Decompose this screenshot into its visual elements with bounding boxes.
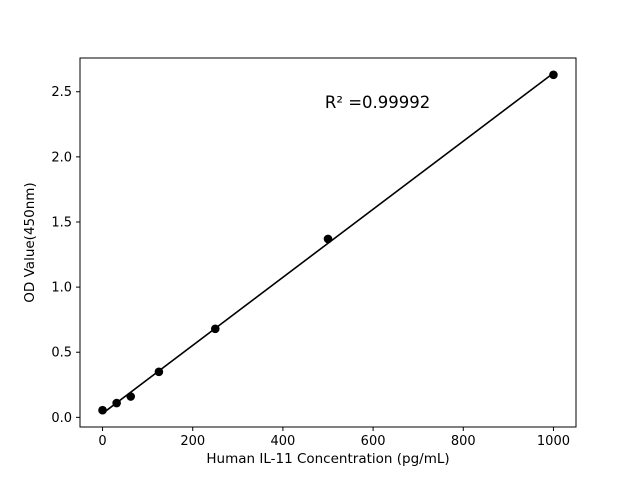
x-axis-label: Human IL-11 Concentration (pg/mL) [206,451,449,467]
y-tick-label: 0.5 [51,346,72,361]
x-tick-label: 1000 [537,434,570,449]
axes-frame [79,57,577,428]
data-point [112,398,121,408]
y-tick-label: 2.0 [51,150,72,165]
y-tick-label: 0.0 [51,411,72,426]
data-point [126,392,136,401]
data-point [210,324,220,334]
fit-line [102,72,554,415]
r-squared-annotation: R² =0.99992 [325,93,430,112]
y-tick-label: 1.5 [51,215,72,230]
y-tick-label: 1.0 [51,281,72,296]
x-tick-label: 400 [270,434,295,449]
x-tick-label: 800 [451,434,476,449]
y-axis-label: OD Value(450nm) [22,182,38,302]
data-point [323,234,333,244]
data-point [154,367,164,377]
x-tick-label: 200 [180,434,205,449]
x-tick-label: 600 [361,434,386,449]
data-point [98,405,107,415]
data-point [549,70,558,80]
x-tick-label: 0 [98,434,106,449]
y-tick-label: 2.5 [51,85,72,100]
